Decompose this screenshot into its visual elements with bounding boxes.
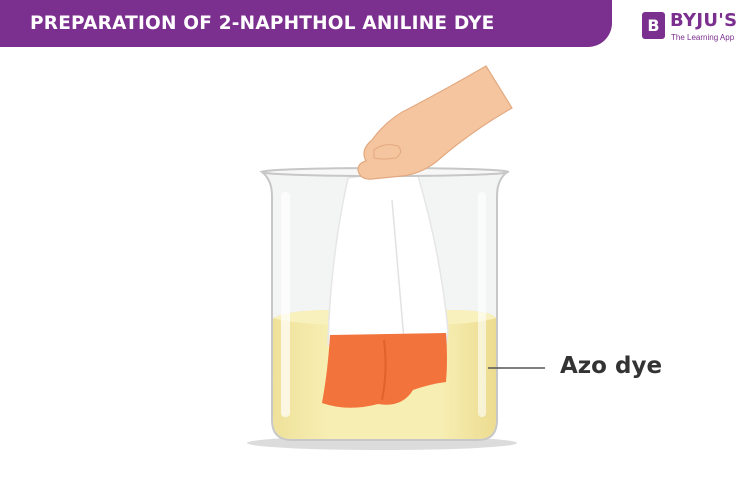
- logo-tagline: The Learning App: [671, 33, 735, 42]
- logo-name: BYJU'S: [670, 10, 738, 31]
- azo-dye-label: Azo dye: [560, 353, 663, 379]
- hand-icon: [357, 65, 513, 180]
- title-banner: PREPARATION OF 2-NAPHTHOL ANILINE DYE: [0, 0, 612, 47]
- logo-badge-icon: B: [642, 12, 665, 39]
- glass-highlight-right: [478, 192, 486, 417]
- thumb: [373, 144, 402, 160]
- byjus-logo: B BYJU'S The Learning App: [642, 9, 742, 49]
- cloth-fold-line: [391, 199, 405, 341]
- page-title: PREPARATION OF 2-NAPHTHOL ANILINE DYE: [30, 13, 495, 34]
- glass-highlight-left: [281, 192, 290, 417]
- dyed-cloth-fold: [381, 339, 387, 401]
